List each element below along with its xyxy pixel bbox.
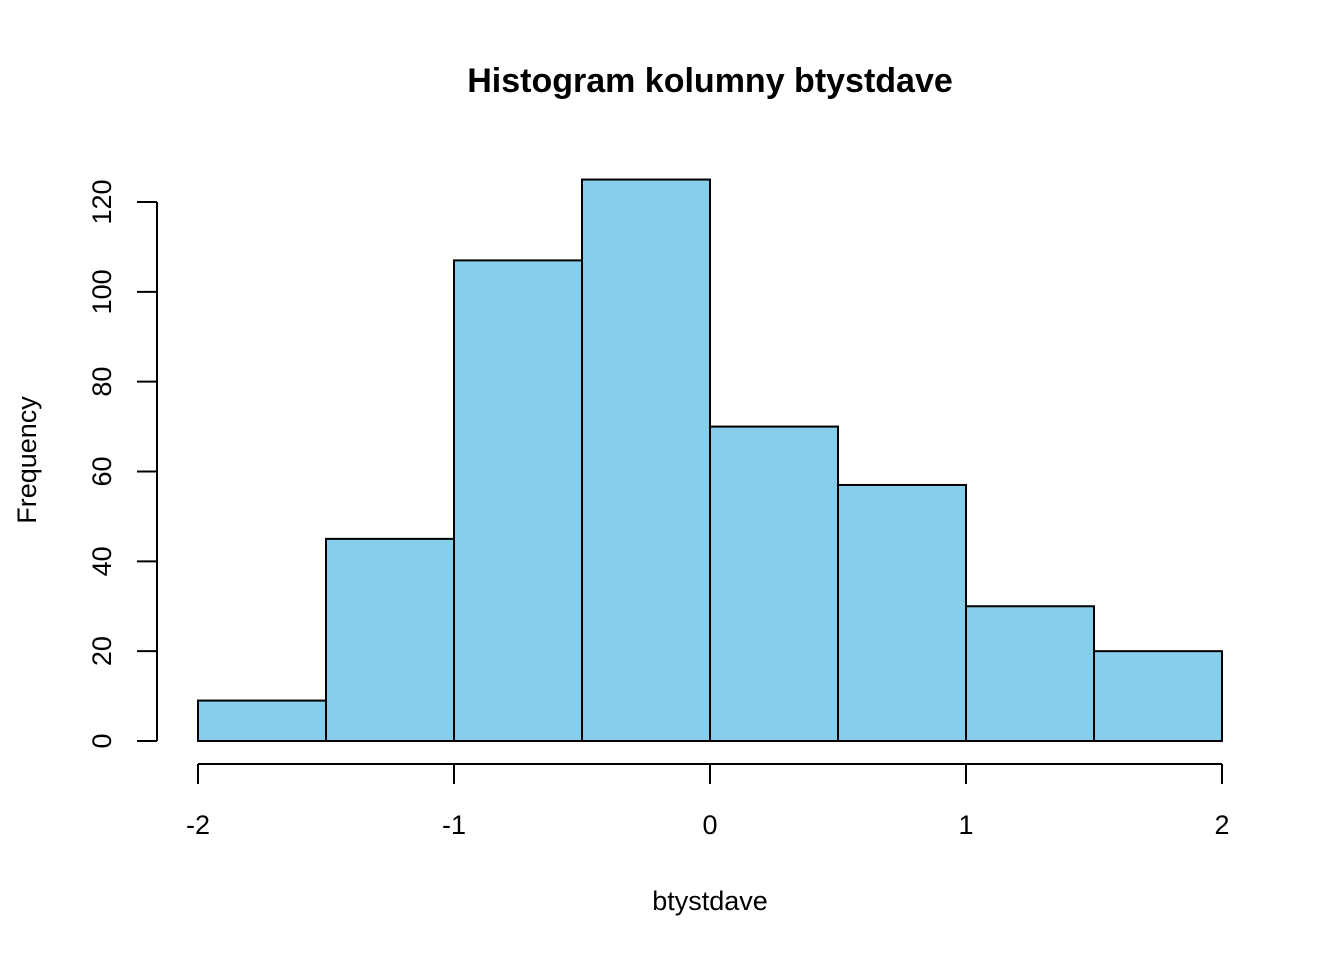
y-tick-label: 100 — [87, 269, 117, 314]
histogram-bar — [581, 178, 711, 742]
x-axis: -2 -1 0 1 2 — [186, 763, 1230, 840]
x-axis-label: btystdave — [652, 886, 768, 916]
x-tick-label: -2 — [186, 810, 210, 840]
x-tick-label: 1 — [958, 810, 973, 840]
chart-title: Histogram kolumny btystdave — [467, 62, 953, 100]
histogram-bar — [197, 699, 327, 743]
histogram-bar — [453, 259, 583, 742]
y-axis: 0 20 40 60 80 100 120 — [87, 179, 158, 749]
x-tick-label: -1 — [442, 810, 466, 840]
histogram-bar — [325, 537, 455, 742]
histogram-bar — [709, 425, 839, 742]
x-tick-label: 2 — [1214, 810, 1229, 840]
y-tick-label: 80 — [87, 367, 117, 397]
y-tick-label: 120 — [87, 179, 117, 224]
y-tick-label: 60 — [87, 456, 117, 486]
x-tick-label: 0 — [702, 810, 717, 840]
y-tick-label: 40 — [87, 546, 117, 576]
y-tick-label: 0 — [87, 733, 117, 748]
histogram-bar — [837, 483, 967, 742]
bars-group — [197, 178, 1223, 743]
y-axis-label: Frequency — [12, 396, 42, 524]
y-tick-label: 20 — [87, 636, 117, 666]
histogram-bar — [1093, 650, 1223, 743]
histogram-bar — [965, 605, 1095, 742]
